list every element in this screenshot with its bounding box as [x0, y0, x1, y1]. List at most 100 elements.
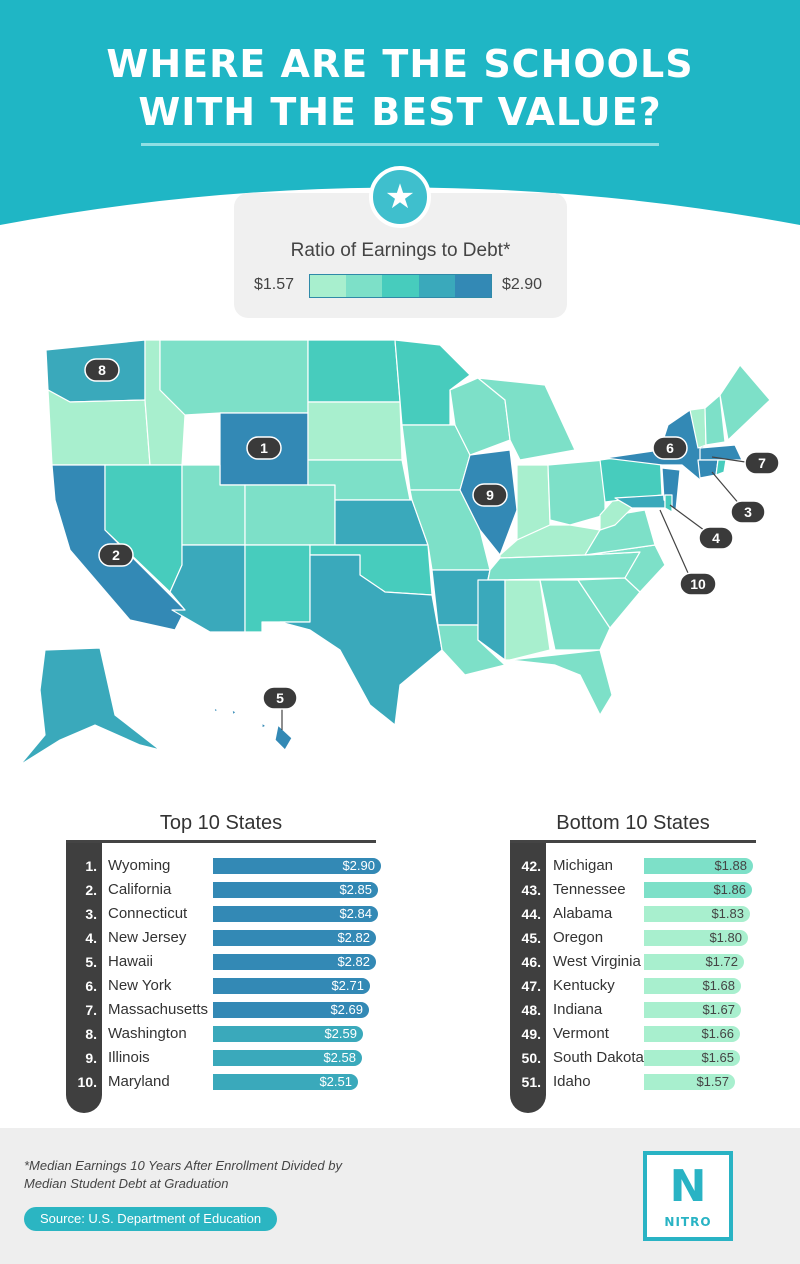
svg-text:9: 9: [486, 487, 494, 503]
value-bar: [213, 954, 376, 970]
bar-value-label: $1.68: [702, 978, 735, 993]
source-badge: Source: U.S. Department of Education: [24, 1207, 278, 1231]
state-montana: [159, 339, 309, 416]
rank-number: 43.: [521, 882, 541, 898]
top-10-rule: [66, 840, 376, 843]
state-rhode-island: [715, 459, 727, 476]
legend-swatch-1: [310, 275, 347, 297]
legend-min-label: $1.57: [254, 276, 295, 293]
map-callout-3: 3: [730, 500, 766, 524]
rank-number: 50.: [521, 1050, 541, 1066]
state-label: Massachusetts: [108, 1001, 209, 1018]
bar-value-label: $2.82: [337, 954, 370, 969]
legend-swatch-5: [454, 275, 492, 297]
state-florida: [509, 649, 613, 716]
value-bar: [213, 1050, 362, 1066]
state-label: Indiana: [553, 1001, 603, 1018]
bottom-10-rule: [510, 840, 756, 843]
bottom-10-rank-column: [510, 843, 546, 1113]
rank-number: 6.: [85, 978, 97, 994]
bar-value-label: $2.84: [339, 906, 372, 921]
state-label: Alabama: [553, 905, 613, 922]
rank-number: 47.: [521, 978, 541, 994]
map-callout-9: 9: [472, 483, 508, 507]
map-callout-4: 4: [698, 526, 734, 550]
state-label: Oregon: [553, 929, 604, 946]
rank-number: 5.: [85, 954, 97, 970]
state-new-mexico: [244, 544, 311, 633]
map-callout-1: 1: [246, 436, 282, 460]
rank-number: 2.: [85, 882, 97, 898]
rank-number: 49.: [521, 1026, 541, 1042]
value-bar: [644, 906, 750, 922]
bar-value-label: $2.69: [330, 1002, 363, 1017]
state-label: Michigan: [553, 857, 614, 874]
value-bar: [213, 1026, 363, 1042]
state-michigan: [477, 377, 576, 461]
state-south-dakota: [307, 401, 403, 461]
top-10-title: Top 10 States: [159, 812, 283, 834]
state-massachusetts: [699, 444, 743, 461]
bar-value-label: $1.86: [713, 882, 746, 897]
state-alaska: [19, 647, 161, 766]
map-callout-7: 7: [744, 451, 780, 475]
value-bar: [644, 1026, 740, 1042]
value-bar: [644, 1002, 741, 1018]
rank-number: 9.: [85, 1050, 97, 1066]
rank-number: 51.: [521, 1074, 541, 1090]
bar-value-label: $1.67: [702, 1002, 735, 1017]
state-kentucky: [499, 524, 601, 559]
value-bar: [213, 1074, 358, 1090]
bar-value-label: $1.57: [696, 1074, 729, 1089]
svg-text:8: 8: [98, 362, 106, 378]
title-divider: [141, 143, 659, 146]
legend-max-label: $2.90: [502, 276, 543, 293]
bar-value-label: $2.71: [331, 978, 364, 993]
value-bar: [644, 1050, 740, 1066]
state-new-hampshire: [704, 394, 726, 446]
state-label: Wyoming: [108, 857, 171, 874]
value-bar: [213, 906, 378, 922]
map-callout-10: 10: [679, 572, 717, 596]
svg-text:7: 7: [758, 455, 766, 471]
state-label: California: [108, 881, 172, 898]
bar-value-label: $2.85: [339, 882, 372, 897]
rank-number: 3.: [85, 906, 97, 922]
rank-number: 10.: [77, 1074, 97, 1090]
value-bar: [213, 858, 381, 874]
state-ohio: [547, 459, 606, 526]
state-label: West Virginia: [553, 953, 641, 970]
legend-swatch-3: [382, 275, 419, 297]
state-north-dakota: [307, 339, 401, 403]
state-maine: [719, 364, 771, 441]
footnote: *Median Earnings 10 Years After Enrollme…: [24, 1158, 342, 1191]
legend-swatch-4: [418, 275, 455, 297]
value-bar: [644, 858, 753, 874]
svg-text:5: 5: [276, 690, 284, 706]
legend-color-scale: [309, 274, 492, 298]
rank-number: 42.: [521, 858, 541, 874]
map-callout-8: 8: [84, 358, 120, 382]
value-bar: [213, 930, 376, 946]
rank-number: 45.: [521, 930, 541, 946]
bar-value-label: $2.59: [324, 1026, 357, 1041]
state-hawaii: [213, 707, 293, 751]
bar-value-label: $1.88: [714, 858, 747, 873]
rank-number: 1.: [85, 858, 97, 874]
svg-text:6: 6: [666, 440, 674, 456]
state-label: Tennessee: [553, 881, 626, 898]
legend-swatch-2: [346, 275, 383, 297]
state-oregon: [47, 389, 151, 466]
state-label: Hawaii: [108, 953, 154, 970]
rank-number: 7.: [85, 1002, 97, 1018]
bar-value-label: $1.65: [701, 1050, 734, 1065]
title-line-1: WHERE ARE THE SCHOOLS: [106, 42, 694, 86]
map-callout-6: 6: [652, 436, 688, 460]
value-bar: [644, 930, 748, 946]
nitro-logo: N NITRO: [643, 1151, 733, 1241]
svg-text:1: 1: [260, 440, 268, 456]
value-bar: [213, 1002, 369, 1018]
rank-number: 44.: [521, 906, 541, 922]
bar-value-label: $2.51: [319, 1074, 352, 1089]
rank-number: 4.: [85, 930, 97, 946]
